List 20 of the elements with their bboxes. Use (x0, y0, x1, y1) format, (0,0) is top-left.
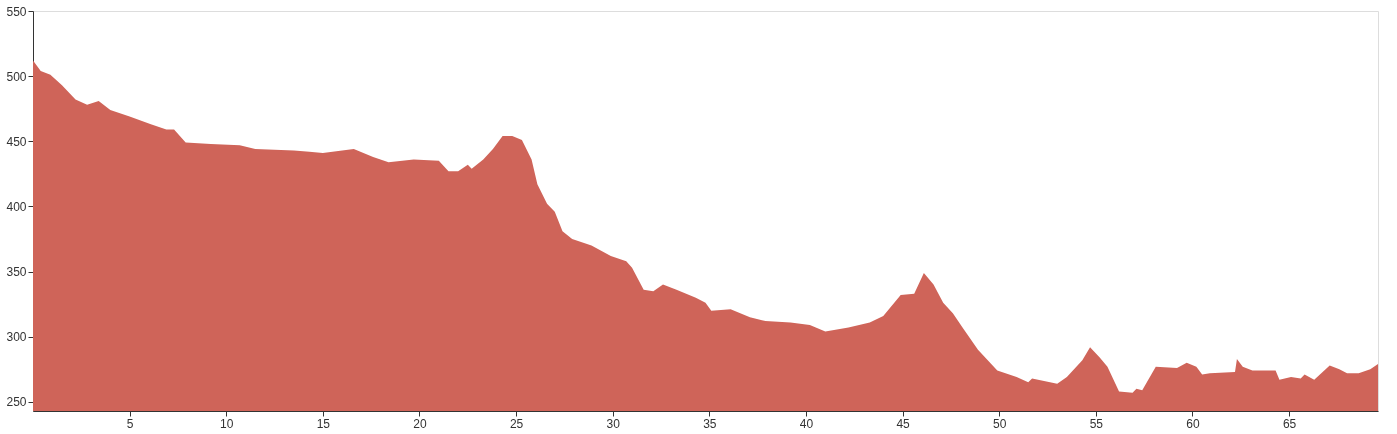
x-tick-label: 60 (1186, 416, 1200, 431)
x-tick-label: 65 (1282, 416, 1297, 431)
x-tick-label: 10 (220, 416, 234, 431)
y-tick-label: 500 (6, 69, 27, 84)
y-tick-label: 350 (6, 265, 27, 280)
x-tick-label: 50 (993, 416, 1007, 431)
x-tick-label: 55 (1089, 416, 1104, 431)
x-tick-label: 45 (896, 416, 911, 431)
y-tick-label: 550 (6, 4, 27, 19)
x-tick-label: 40 (799, 416, 814, 431)
x-tick-label: 15 (316, 416, 331, 431)
y-tick-label: 250 (6, 395, 27, 410)
x-tick-label: 30 (606, 416, 621, 431)
x-tick-label: 5 (126, 416, 134, 431)
x-tick-label: 25 (509, 416, 524, 431)
y-tick-label: 450 (6, 134, 27, 149)
y-tick-label: 300 (6, 330, 27, 345)
x-tick-label: 20 (413, 416, 427, 431)
x-tick-label: 35 (703, 416, 717, 431)
y-tick-label: 400 (6, 199, 27, 214)
